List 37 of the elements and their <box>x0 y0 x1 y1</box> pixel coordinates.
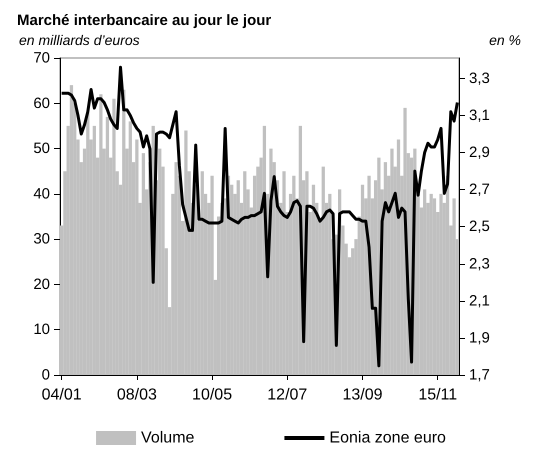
x-tick-label: 08/03 <box>116 386 157 404</box>
x-tick-label: 04/01 <box>42 386 82 404</box>
bar <box>112 98 116 375</box>
bar <box>158 148 162 375</box>
y2-tick-label: 2,1 <box>469 292 490 310</box>
y2-tick-label: 2,7 <box>469 181 490 198</box>
legend-label: Eonia zone euro <box>329 430 446 446</box>
y-tick-label: 30 <box>33 230 50 248</box>
y2-tick-label: 2,3 <box>469 255 490 272</box>
bar <box>135 140 138 375</box>
y2-tick-label: 1,7 <box>469 366 490 384</box>
y-tick-label: 60 <box>33 94 50 112</box>
x-tick-label: 15/11 <box>418 386 458 404</box>
y-axis-title: en milliards d’euros <box>19 32 140 48</box>
bar <box>210 176 214 375</box>
y2-tick-label: 2,5 <box>469 218 490 236</box>
y-tick-label: 70 <box>33 50 50 66</box>
y-tick-label: 10 <box>33 321 50 338</box>
bar <box>122 90 126 375</box>
y-tick-label: 40 <box>33 185 50 202</box>
chart-title: Marché interbancaire au jour le jour <box>17 12 272 29</box>
y2-tick-label: 2,9 <box>469 144 490 162</box>
bar <box>328 194 332 375</box>
y2-tick-label: 3,1 <box>469 106 490 124</box>
y2-tick-label: 1,9 <box>469 329 490 346</box>
bar <box>194 184 198 375</box>
y-tick-label: 50 <box>33 140 50 158</box>
y2-tick-label: 3,3 <box>469 70 490 87</box>
x-tick-label: 12/07 <box>267 386 308 404</box>
bar <box>322 166 325 375</box>
bar <box>360 184 364 375</box>
y-tick-label: 20 <box>33 276 50 293</box>
y-tick-label: 0 <box>42 366 50 384</box>
legend-label: Volume <box>141 430 195 446</box>
y2-axis-title: en % <box>489 32 522 48</box>
x-tick-label: 13/09 <box>342 386 383 404</box>
x-tick-label: 10/05 <box>192 386 232 404</box>
